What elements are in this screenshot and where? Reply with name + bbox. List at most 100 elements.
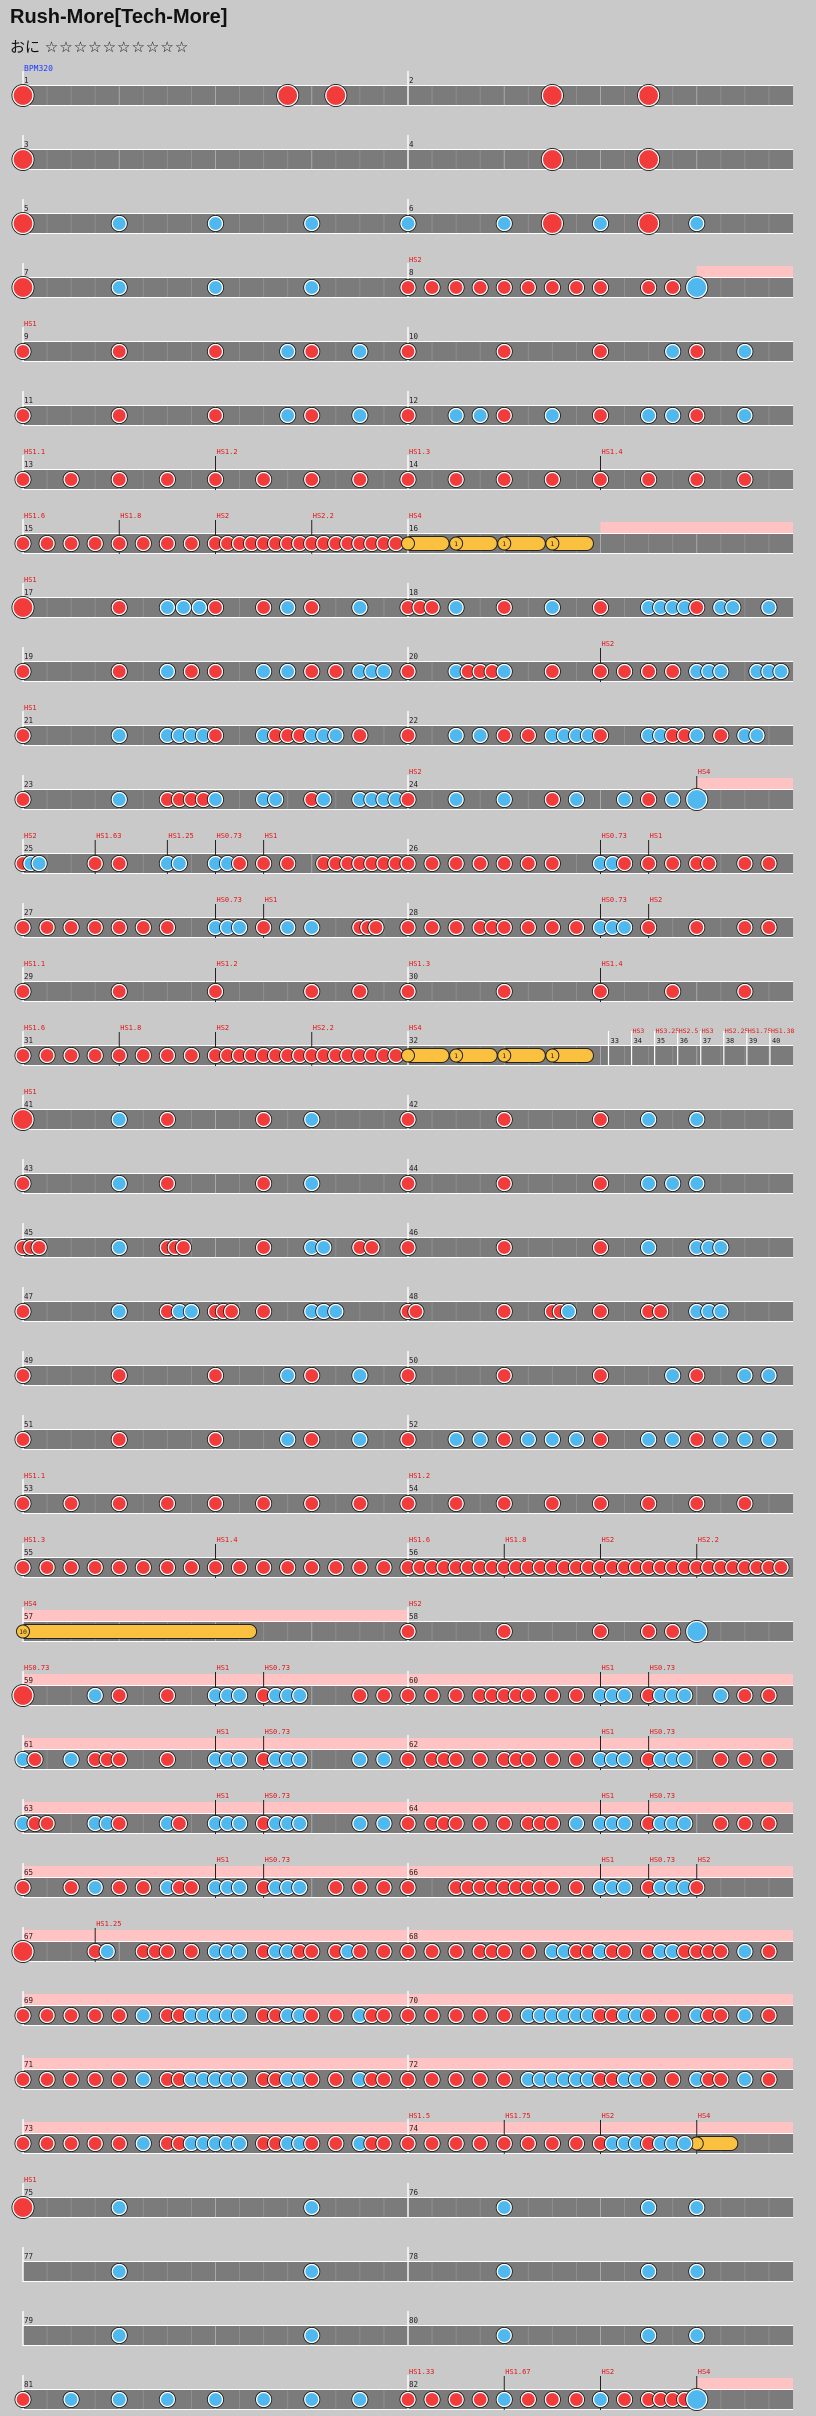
ka-note xyxy=(268,791,284,808)
don-note xyxy=(544,2135,561,2152)
don-note xyxy=(496,1239,512,1256)
scroll-speed-label: HS1 xyxy=(24,576,37,584)
don-note xyxy=(183,535,200,552)
scroll-speed-label: HS2 xyxy=(602,2112,615,2120)
ka-note xyxy=(111,1111,127,1128)
don-note xyxy=(544,1815,561,1832)
don-note xyxy=(568,279,585,296)
don-note xyxy=(15,535,31,552)
don-note xyxy=(713,1751,729,1768)
don-note xyxy=(592,471,609,488)
don-note xyxy=(689,471,705,488)
don-note xyxy=(689,1431,705,1448)
gogo-band xyxy=(23,1994,408,2005)
ka-note xyxy=(280,343,296,360)
scroll-speed-label: HS2.2 xyxy=(698,1536,719,1544)
measure-number: 30 xyxy=(409,972,419,981)
ka-note xyxy=(207,279,224,296)
scroll-speed-label: HS2 xyxy=(650,896,663,904)
measure-number: 4 xyxy=(409,140,414,149)
scroll-speed-label: HS1 xyxy=(602,1664,615,1672)
don-note xyxy=(472,2007,488,2024)
don-note xyxy=(568,1879,585,1896)
don-note xyxy=(592,1495,609,1512)
ka-note xyxy=(616,1815,633,1832)
don-note xyxy=(665,279,681,296)
don-note xyxy=(544,919,561,936)
don-note xyxy=(376,2135,392,2152)
drumroll-head xyxy=(401,536,415,551)
don-note xyxy=(15,2391,31,2408)
don-note xyxy=(111,535,127,552)
don-note xyxy=(159,471,176,488)
don-note xyxy=(111,1751,127,1768)
don-note xyxy=(400,279,416,296)
don-note xyxy=(111,1879,127,1896)
mini-scroll-label: HS3 xyxy=(702,1027,714,1035)
don-note xyxy=(400,791,416,808)
left-measure-73: 73 xyxy=(14,2119,408,2154)
right-measure-56: 56 HS1.6 HS1.8 HS2 HS2.2 xyxy=(399,1536,793,1578)
ka-note xyxy=(544,407,561,424)
don-note xyxy=(400,1239,416,1256)
scroll-speed-label: HS2.2 xyxy=(313,1024,334,1032)
ka-note xyxy=(472,1431,488,1448)
don-note xyxy=(39,2135,55,2152)
don-note xyxy=(544,791,561,808)
don-note xyxy=(255,1495,272,1512)
don-note xyxy=(496,2135,512,2152)
don-note xyxy=(15,791,31,808)
ka-note xyxy=(616,1879,633,1896)
don-note xyxy=(424,919,440,936)
don-note xyxy=(448,2071,464,2088)
don-note xyxy=(592,407,609,424)
mini-scroll-label: HS2.25 xyxy=(725,1027,749,1035)
don-note xyxy=(27,1751,43,1768)
ka-note xyxy=(292,1687,308,1704)
left-measure-71: 71 xyxy=(14,2055,408,2090)
don-note xyxy=(737,1495,753,1512)
big-don-note xyxy=(12,148,34,171)
big-don-note xyxy=(12,596,34,619)
left-measure-1: 1 xyxy=(11,71,408,107)
don-note xyxy=(544,1687,561,1704)
ka-note xyxy=(183,1303,200,1320)
don-note xyxy=(304,471,320,488)
left-measure-7: 7 xyxy=(11,263,408,299)
big-don-note xyxy=(541,84,564,107)
scroll-speed-label: HS2 xyxy=(602,2368,615,2376)
left-measure-3: 3 xyxy=(11,135,408,171)
don-note xyxy=(15,727,31,744)
don-note xyxy=(15,1303,31,1320)
don-note xyxy=(761,1943,777,1960)
right-measure-66: 66 HS1 HS0.73 HS2 xyxy=(399,1856,793,1898)
measure-number: 8 xyxy=(409,268,414,277)
ka-note xyxy=(304,2391,320,2408)
ka-note xyxy=(191,599,208,616)
ka-note xyxy=(496,663,512,680)
don-note xyxy=(689,343,705,360)
ka-note xyxy=(761,1367,777,1384)
don-note xyxy=(568,1751,585,1768)
don-note xyxy=(689,1879,705,1896)
don-note xyxy=(159,1047,176,1064)
ka-note xyxy=(761,599,777,616)
drumroll-head xyxy=(497,536,512,551)
left-measure-65: 65 HS1 HS0.73 xyxy=(14,1856,408,1898)
ka-note xyxy=(207,2391,224,2408)
right-measure-16: 16 HS4 1 1 1 xyxy=(401,512,793,554)
scroll-speed-label: HS1 xyxy=(217,1728,230,1736)
ka-note xyxy=(231,1879,248,1896)
don-note xyxy=(400,1175,416,1192)
ka-note xyxy=(689,727,705,744)
ka-note xyxy=(713,1239,729,1256)
right-measure-2: 2 xyxy=(407,71,793,107)
scroll-speed-label: HS1.2 xyxy=(409,1472,430,1480)
mini-scroll-label: HS3.25 xyxy=(656,1027,680,1035)
right-measure-78: 78 xyxy=(407,2247,793,2282)
left-measure-51: 51 xyxy=(14,1415,408,1450)
don-note xyxy=(304,1495,320,1512)
don-note xyxy=(544,663,561,680)
drumroll-label: 1 xyxy=(550,1052,554,1060)
big-don-note xyxy=(277,84,299,107)
